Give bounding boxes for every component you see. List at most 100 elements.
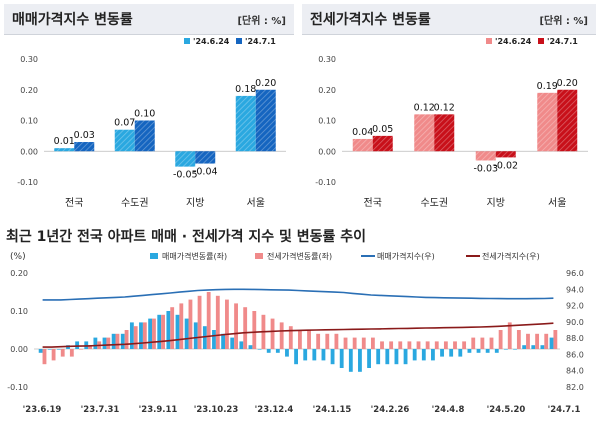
sale-category-label: 지방 (186, 197, 204, 209)
trend-bar (179, 303, 184, 349)
trend-xtick-label: '23.7.31 (81, 405, 120, 415)
trend-bar (307, 330, 311, 349)
jeonse-bar (434, 114, 455, 152)
trend-bar (494, 349, 499, 353)
jeonse-data-label: 0.12 (434, 102, 455, 113)
trend-bar (358, 349, 362, 372)
trend-bar (325, 333, 330, 349)
trend-bar (352, 337, 357, 349)
trend-bar (503, 349, 508, 350)
trend-bar (421, 349, 426, 361)
trend-bar (434, 341, 439, 349)
sale-legend-swatch (236, 38, 242, 44)
trend-bar (69, 349, 74, 357)
trend-bar (270, 318, 275, 349)
trend-bar (380, 341, 384, 349)
trend-bar (166, 311, 171, 349)
trend-bar (376, 349, 381, 365)
trend-ytick-right: 86.0 (566, 350, 584, 359)
trend-bar (202, 326, 207, 349)
trend-bar (79, 349, 83, 350)
trend-bar (513, 349, 517, 350)
trend-bar (215, 295, 220, 349)
trend-index-line (42, 322, 554, 348)
trend-bar (47, 349, 52, 350)
trend-bar (343, 337, 348, 349)
trend-bar (157, 314, 162, 349)
trend-bar (489, 337, 494, 349)
jeonse-legend-label: '24.6.24 (495, 37, 532, 46)
jeonse-data-label: 0.19 (537, 81, 558, 92)
sale-legend-label: '24.6.24 (193, 37, 230, 46)
trend-legend-swatch (150, 253, 158, 259)
trend-bar (303, 349, 308, 361)
jeonse-ytick-label: -0.10 (315, 178, 336, 187)
sale-data-label: 0.10 (134, 109, 155, 120)
trend-bar (298, 330, 302, 349)
trend-bar (526, 333, 530, 349)
sale-legend-swatch (184, 38, 190, 44)
trend-bar (56, 349, 61, 350)
trend-bar (221, 333, 226, 349)
sale-data-label: 0.03 (74, 130, 95, 141)
jeonse-category-label: 서울 (548, 197, 566, 209)
trend-bar (416, 341, 421, 349)
trend-bar (553, 330, 558, 349)
trend-bar (389, 341, 394, 349)
jeonse-rate-header: 전세가격지수 변동률 [단위 : %] (302, 4, 596, 35)
sale-legend-label: '24.7.1 (245, 37, 276, 46)
trend-bar (334, 333, 339, 349)
trend-yunit-label: (%) (10, 252, 26, 262)
jeonse-bar (475, 151, 496, 161)
trend-bar (161, 314, 165, 349)
trend-bar (403, 349, 408, 365)
trend-bar (385, 349, 390, 365)
trend-bar (453, 341, 457, 349)
sale-data-label: -0.04 (193, 167, 218, 178)
trend-bar (361, 337, 366, 349)
trend-bar (239, 341, 244, 349)
trend-bar (106, 337, 111, 349)
sale-category-label: 서울 (247, 197, 265, 209)
trend-bar (443, 341, 448, 349)
trend-bar (139, 322, 143, 349)
trend-bar (316, 333, 321, 349)
sale-data-label: -0.05 (173, 170, 198, 181)
trend-bar (275, 349, 280, 353)
sale-data-label: 0.07 (114, 118, 135, 129)
sale-bar (134, 120, 155, 152)
trend-bar (449, 349, 454, 357)
jeonse-data-label: 0.04 (352, 127, 373, 138)
trend-index-line (42, 288, 554, 301)
trend-bar (230, 337, 235, 349)
trend-bar (129, 322, 134, 349)
jeonse-rate-unit: [단위 : %] (539, 16, 588, 27)
jeonse-data-label: -0.03 (473, 163, 498, 174)
trend-ytick-left: -0.10 (7, 383, 28, 392)
sale-bar (235, 95, 256, 152)
trend-legend-label: 전세가격지수(우) (482, 251, 540, 261)
sale-ytick-label: 0.10 (20, 117, 38, 126)
jeonse-ytick-label: 0.20 (318, 86, 336, 95)
jeonse-ytick-label: 0.30 (318, 55, 336, 64)
trend-bar (540, 345, 545, 349)
trend-bar (285, 349, 289, 357)
sale-category-label: 수도권 (121, 197, 149, 209)
trend-bar (93, 337, 98, 349)
jeonse-bar (352, 138, 373, 152)
trend-ytick-right: 82.0 (566, 383, 584, 392)
jeonse-legend-label: '24.7.1 (547, 37, 578, 46)
trend-bar (133, 326, 138, 349)
jeonse-ytick-label: 0.10 (318, 117, 336, 126)
sale-bar (255, 89, 276, 152)
trend-bar (288, 326, 293, 349)
trend-ytick-right: 90.0 (566, 318, 584, 327)
trend-bar (42, 349, 47, 365)
sale-rate-panel: 매매가격지수 변동률 [단위 : %] -0.10 0.00 0.10 0.20 0.3… (4, 4, 294, 210)
sale-bar (195, 151, 216, 164)
trend-bar (544, 333, 549, 349)
sale-rate-chart: -0.10 0.00 0.10 0.20 0.30 '24.6.24 '24.7.1 0.01… (17, 37, 286, 209)
trend-bar (498, 330, 503, 349)
trend-bar (535, 333, 540, 349)
jeonse-bar (537, 92, 558, 152)
